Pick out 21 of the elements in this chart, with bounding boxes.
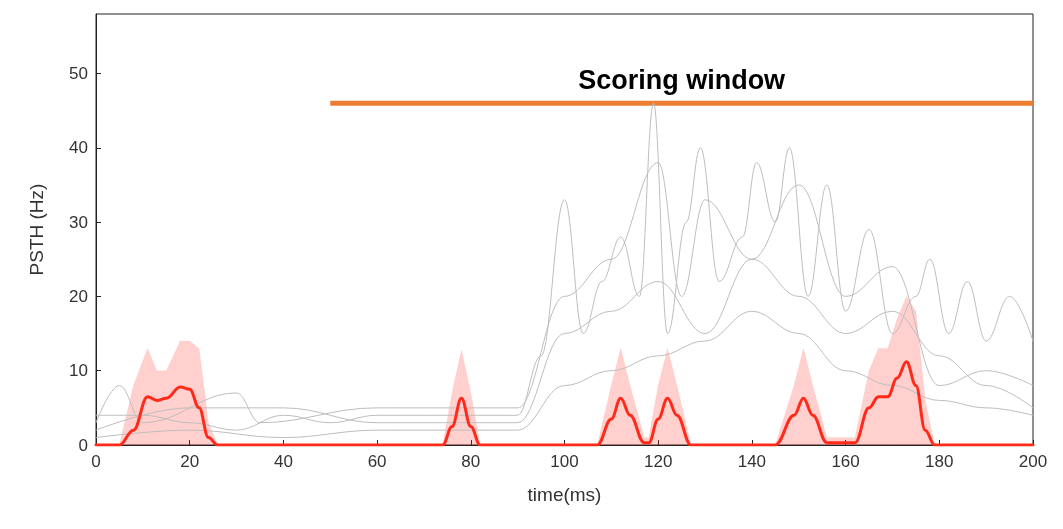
y-tick-label: 30 [69, 212, 88, 232]
x-tick-label: 120 [644, 452, 673, 471]
x-tick-label: 140 [737, 452, 767, 471]
x-tick-label: 0 [91, 452, 101, 471]
x-tick-label: 200 [1018, 452, 1048, 471]
x-tick-label: 60 [367, 452, 387, 471]
x-tick-label: 100 [550, 452, 579, 471]
y-tick-label: 0 [78, 435, 88, 455]
x-tick-label: 20 [180, 452, 200, 471]
x-axis-title: time(ms) [527, 484, 602, 505]
y-tick-label: 40 [69, 138, 88, 158]
y-axis-title: PSTH (Hz) [26, 183, 47, 276]
y-tick-label: 50 [69, 63, 88, 83]
x-tick-label: 80 [461, 452, 481, 471]
y-tick-label: 20 [69, 286, 88, 306]
series-label: Scoring window [578, 64, 787, 95]
x-tick-label: 180 [925, 452, 954, 471]
line-series [95, 102, 1034, 431]
y-tick-label: 10 [69, 361, 88, 381]
x-tick-label: 160 [831, 452, 860, 471]
x-tick-label: 40 [273, 452, 293, 471]
